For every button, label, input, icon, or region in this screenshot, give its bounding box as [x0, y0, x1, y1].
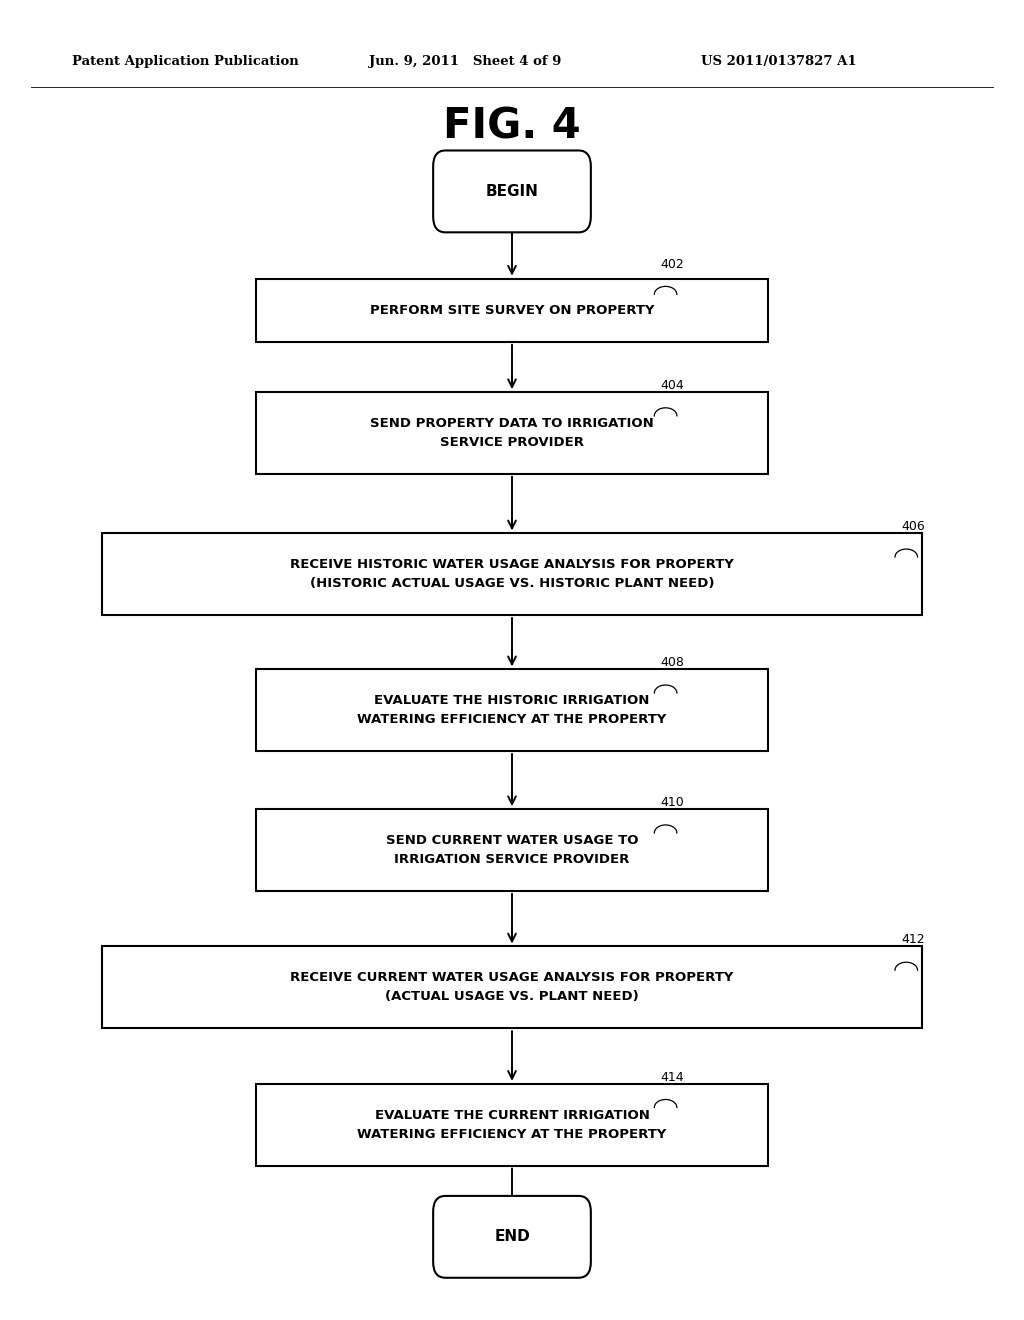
Text: EVALUATE THE CURRENT IRRIGATION
WATERING EFFICIENCY AT THE PROPERTY: EVALUATE THE CURRENT IRRIGATION WATERING… — [357, 1109, 667, 1140]
FancyBboxPatch shape — [102, 946, 922, 1028]
Text: 408: 408 — [660, 656, 684, 669]
FancyBboxPatch shape — [433, 1196, 591, 1278]
Text: END: END — [495, 1229, 529, 1245]
Text: BEGIN: BEGIN — [485, 183, 539, 199]
FancyBboxPatch shape — [256, 809, 768, 891]
Text: 412: 412 — [901, 933, 925, 946]
Text: RECEIVE CURRENT WATER USAGE ANALYSIS FOR PROPERTY
(ACTUAL USAGE VS. PLANT NEED): RECEIVE CURRENT WATER USAGE ANALYSIS FOR… — [291, 972, 733, 1003]
FancyBboxPatch shape — [256, 392, 768, 474]
FancyBboxPatch shape — [256, 669, 768, 751]
FancyBboxPatch shape — [102, 533, 922, 615]
FancyBboxPatch shape — [256, 279, 768, 342]
Text: SEND CURRENT WATER USAGE TO
IRRIGATION SERVICE PROVIDER: SEND CURRENT WATER USAGE TO IRRIGATION S… — [386, 834, 638, 866]
Text: 406: 406 — [901, 520, 925, 533]
Text: RECEIVE HISTORIC WATER USAGE ANALYSIS FOR PROPERTY
(HISTORIC ACTUAL USAGE VS. HI: RECEIVE HISTORIC WATER USAGE ANALYSIS FO… — [290, 558, 734, 590]
Text: FIG. 4: FIG. 4 — [443, 106, 581, 148]
Text: PERFORM SITE SURVEY ON PROPERTY: PERFORM SITE SURVEY ON PROPERTY — [370, 304, 654, 317]
Text: Jun. 9, 2011   Sheet 4 of 9: Jun. 9, 2011 Sheet 4 of 9 — [369, 55, 561, 69]
Text: Patent Application Publication: Patent Application Publication — [72, 55, 298, 69]
FancyBboxPatch shape — [256, 1084, 768, 1166]
Text: 404: 404 — [660, 379, 684, 392]
FancyBboxPatch shape — [433, 150, 591, 232]
Text: 402: 402 — [660, 257, 684, 271]
Text: SEND PROPERTY DATA TO IRRIGATION
SERVICE PROVIDER: SEND PROPERTY DATA TO IRRIGATION SERVICE… — [370, 417, 654, 449]
Text: 414: 414 — [660, 1071, 684, 1084]
Text: EVALUATE THE HISTORIC IRRIGATION
WATERING EFFICIENCY AT THE PROPERTY: EVALUATE THE HISTORIC IRRIGATION WATERIN… — [357, 694, 667, 726]
Text: US 2011/0137827 A1: US 2011/0137827 A1 — [701, 55, 857, 69]
Text: 410: 410 — [660, 796, 684, 809]
